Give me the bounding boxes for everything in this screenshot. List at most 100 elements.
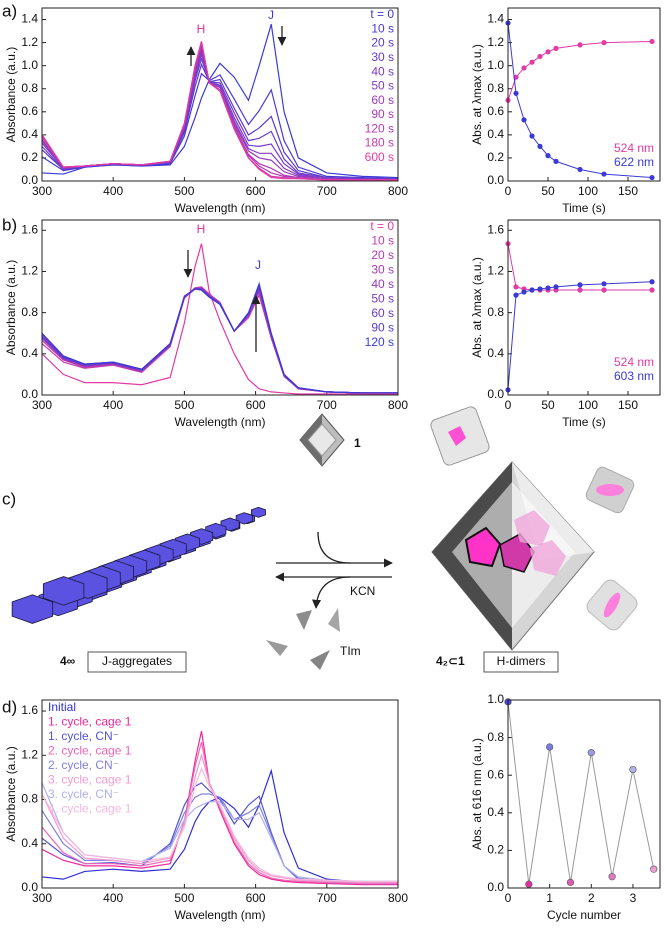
legend-entry: 40 s	[371, 64, 394, 78]
legend-entry: 1. cycle, CN⁻	[48, 729, 119, 743]
plot-frame	[41, 699, 399, 889]
data-point	[577, 166, 583, 173]
legend-entry: t = 0	[370, 7, 394, 21]
data-point	[553, 284, 559, 290]
annotation: J	[255, 258, 261, 272]
series-line	[41, 56, 398, 180]
data-point	[577, 282, 583, 288]
data-point	[601, 40, 607, 46]
y-tick-label: 1.6	[21, 222, 38, 236]
x-tick-label: 2	[588, 891, 595, 905]
x-tick-label: 0	[505, 398, 512, 412]
legend-entry: 120 s	[365, 335, 394, 349]
series-line	[41, 282, 398, 394]
series-line	[41, 41, 398, 181]
y-tick-label: 0.8	[21, 81, 38, 95]
annotation: J	[268, 8, 274, 22]
data-point	[649, 287, 655, 293]
x-axis-title: Wavelength (nm)	[175, 908, 266, 922]
data-point	[553, 45, 559, 51]
legend-entry: 1. cycle, cage 1	[48, 715, 132, 729]
y-tick-label: 0.6	[487, 767, 504, 781]
x-tick-label: 800	[388, 184, 408, 198]
legend-entry: 622 nm	[614, 155, 654, 169]
panel-label: a)	[2, 1, 17, 20]
x-tick-label: 300	[32, 398, 52, 412]
y-axis-title: Abs. at λmax (a.u.)	[470, 257, 484, 358]
x-tick-label: 100	[578, 398, 598, 412]
x-tick-label: 600	[246, 398, 266, 412]
y-tick-label: 1.2	[487, 35, 504, 49]
y-tick-label: 1.6	[487, 222, 504, 236]
data-point	[601, 287, 607, 293]
data-point	[649, 279, 655, 285]
y-tick-label: 0.8	[487, 730, 504, 744]
y-axis-title: Abs. at λmax (a.u.)	[470, 44, 484, 145]
data-point	[577, 287, 583, 293]
y-tick-label: 0.0	[21, 880, 38, 894]
data-point	[601, 171, 607, 177]
arrow-out	[311, 576, 351, 609]
x-axis-title: Wavelength (nm)	[175, 201, 266, 215]
y-tick-label: 1.6	[21, 703, 38, 717]
reagent: KCN	[350, 584, 375, 598]
y-tick-label: 1.4	[21, 12, 38, 26]
legend-entry: 524 nm	[614, 141, 654, 155]
hexagon	[250, 506, 266, 518]
series-line	[507, 281, 653, 390]
host-guest-cage	[431, 461, 595, 651]
y-tick-label: 0.0	[21, 173, 38, 187]
data-point	[566, 878, 575, 886]
cage-label: 1	[354, 436, 361, 450]
y-tick-label: 0.0	[21, 387, 38, 401]
data-point	[649, 38, 655, 45]
legend-entry: t = 0	[370, 219, 394, 233]
x-tick-label: 150	[618, 184, 638, 198]
y-tick-label: 1.2	[21, 35, 38, 49]
series-line	[41, 281, 398, 394]
legend-entry: 10 s	[371, 234, 394, 248]
y-tick-label: 1.4	[487, 12, 504, 26]
series-line	[41, 753, 398, 884]
series-line	[41, 44, 398, 181]
data-point	[529, 59, 535, 65]
caption-box	[87, 651, 187, 673]
y-tick-label: 0.8	[487, 305, 504, 319]
series-line	[41, 284, 398, 394]
data-point	[587, 749, 595, 757]
panel-label: d)	[2, 697, 17, 716]
scheme: c) 1 KCN TIm	[2, 406, 638, 673]
legend-entry: 3. cycle, CN⁻	[48, 787, 119, 801]
y-tick-label: 0.0	[487, 387, 504, 401]
y-axis-title: Absorbance (a.u.)	[4, 746, 18, 841]
hexagon	[235, 512, 253, 525]
y-tick-label: 1.0	[21, 58, 38, 72]
x-tick-label: 700	[317, 398, 337, 412]
y-tick-label: 1.2	[21, 747, 38, 761]
series-line	[507, 243, 652, 291]
data-point	[537, 286, 543, 292]
compound-label: 4∞	[60, 654, 75, 668]
y-tick-label: 0.0	[487, 173, 504, 187]
tim-pieces	[266, 608, 340, 670]
series-line	[507, 22, 653, 179]
caption: J-aggregates	[102, 654, 172, 668]
data-point	[649, 174, 655, 181]
legend-entry: 10 s	[371, 21, 394, 35]
data-point	[650, 865, 658, 873]
x-tick-label: 0	[505, 891, 512, 905]
series-line	[41, 41, 398, 181]
x-tick-label: 50	[541, 398, 555, 412]
panel-label: b)	[2, 215, 17, 234]
data-point	[529, 287, 535, 293]
x-tick-label: 800	[388, 891, 408, 905]
x-tick-label: 600	[246, 184, 266, 198]
data-point	[513, 292, 519, 298]
plot-frame	[41, 7, 399, 182]
y-tick-label: 0.2	[487, 843, 504, 857]
legend-entry: 20 s	[371, 248, 394, 262]
y-axis-title: Absorbance (a.u.)	[4, 47, 18, 142]
legend-entry: 60 s	[371, 93, 394, 107]
x-tick-label: 500	[174, 398, 194, 412]
x-tick-label: 300	[32, 891, 52, 905]
